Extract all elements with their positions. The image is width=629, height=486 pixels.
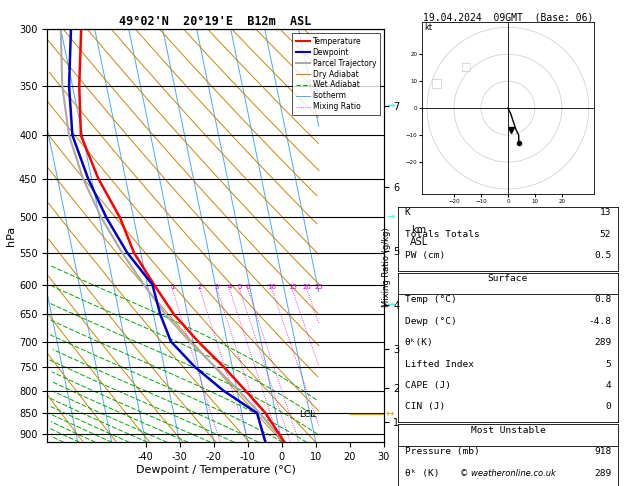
Text: 10: 10 — [267, 283, 277, 290]
Text: PW (cm): PW (cm) — [404, 251, 445, 260]
Text: 0.5: 0.5 — [594, 251, 611, 260]
Text: Most Unstable: Most Unstable — [470, 426, 545, 435]
Text: →: → — [387, 300, 395, 310]
Text: Pressure (mb): Pressure (mb) — [404, 447, 479, 456]
Text: Lifted Index: Lifted Index — [404, 360, 474, 369]
Text: 4: 4 — [606, 381, 611, 390]
Text: →: → — [387, 102, 395, 111]
Text: 13: 13 — [599, 208, 611, 218]
Y-axis label: km
ASL: km ASL — [410, 225, 428, 246]
Text: 2: 2 — [198, 283, 202, 290]
Text: 6: 6 — [246, 283, 250, 290]
Text: 289: 289 — [594, 338, 611, 347]
Text: 0: 0 — [606, 402, 611, 412]
Text: 52: 52 — [599, 230, 611, 239]
Text: Temp (°C): Temp (°C) — [404, 295, 457, 305]
Text: Totals Totals: Totals Totals — [404, 230, 479, 239]
Text: K: K — [404, 208, 410, 218]
Title: 49°02'N  20°19'E  B12m  ASL: 49°02'N 20°19'E B12m ASL — [120, 15, 311, 28]
Text: 15: 15 — [288, 283, 297, 290]
Text: →: → — [387, 212, 395, 223]
Text: 5: 5 — [606, 360, 611, 369]
Text: 918: 918 — [594, 447, 611, 456]
Text: © weatheronline.co.uk: © weatheronline.co.uk — [460, 469, 556, 478]
Text: CIN (J): CIN (J) — [404, 402, 445, 412]
Text: kt: kt — [425, 23, 433, 32]
Text: Surface: Surface — [488, 274, 528, 283]
Text: 3: 3 — [215, 283, 220, 290]
Text: 20: 20 — [303, 283, 311, 290]
Text: ↔: ↔ — [386, 409, 394, 419]
Text: Dewp (°C): Dewp (°C) — [404, 317, 457, 326]
Text: -4.8: -4.8 — [588, 317, 611, 326]
Text: 1: 1 — [170, 283, 175, 290]
Text: 4: 4 — [228, 283, 232, 290]
Y-axis label: hPa: hPa — [6, 226, 16, 246]
Text: θᵏ (K): θᵏ (K) — [404, 469, 439, 478]
X-axis label: Dewpoint / Temperature (°C): Dewpoint / Temperature (°C) — [135, 465, 296, 475]
Text: CAPE (J): CAPE (J) — [404, 381, 450, 390]
Text: 25: 25 — [314, 283, 323, 290]
Text: LCL: LCL — [299, 410, 316, 419]
Text: □: □ — [460, 61, 471, 71]
Text: 19.04.2024  09GMT  (Base: 06): 19.04.2024 09GMT (Base: 06) — [423, 12, 593, 22]
Text: θᵏ(K): θᵏ(K) — [404, 338, 433, 347]
Legend: Temperature, Dewpoint, Parcel Trajectory, Dry Adiabat, Wet Adiabat, Isotherm, Mi: Temperature, Dewpoint, Parcel Trajectory… — [292, 33, 380, 115]
Text: 5: 5 — [237, 283, 242, 290]
Text: Mixing Ratio (g/kg): Mixing Ratio (g/kg) — [382, 227, 391, 307]
Text: □: □ — [431, 76, 443, 89]
Text: 289: 289 — [594, 469, 611, 478]
Text: 0.8: 0.8 — [594, 295, 611, 305]
